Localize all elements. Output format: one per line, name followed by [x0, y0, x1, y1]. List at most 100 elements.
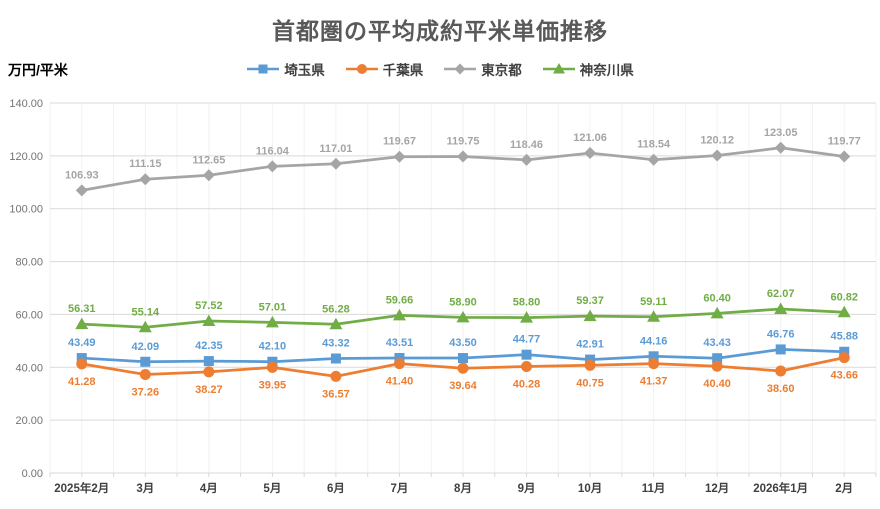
data-label-神奈川県: 58.90	[449, 296, 477, 308]
data-label-東京都: 106.93	[65, 169, 99, 181]
square-marker-icon	[247, 64, 280, 74]
triangle-marker-icon	[265, 315, 279, 328]
x-tick-label: 2025年2月	[54, 481, 109, 495]
y-tick-label: 120.00	[9, 151, 43, 163]
x-tick-label: 2026年1月	[753, 481, 808, 495]
triangle-marker-icon	[520, 311, 534, 323]
circle-marker-icon	[393, 358, 405, 370]
data-label-東京都: 123.05	[764, 127, 798, 139]
x-tick-label: 12月	[705, 482, 729, 495]
data-label-千葉県: 40.75	[576, 377, 604, 389]
data-label-埼玉県: 42.91	[576, 339, 604, 351]
triangle-marker-icon	[75, 317, 89, 330]
square-marker-icon	[267, 356, 278, 367]
diamond-marker-icon	[457, 150, 469, 163]
data-label-東京都: 118.54	[637, 139, 671, 151]
circle-marker-icon	[139, 369, 151, 381]
data-label-千葉県: 43.66	[830, 370, 858, 382]
square-marker-icon	[203, 356, 214, 367]
legend-label: 埼玉県	[284, 63, 325, 78]
x-tick-label: 6月	[327, 482, 345, 495]
data-label-神奈川県: 60.82	[830, 291, 858, 303]
triangle-marker-icon	[710, 306, 724, 319]
x-tick-label: 4月	[200, 482, 218, 495]
data-label-千葉県: 38.27	[195, 384, 223, 396]
data-label-神奈川県: 62.07	[767, 288, 795, 300]
data-label-埼玉県: 43.49	[68, 337, 96, 349]
data-label-埼玉県: 44.77	[513, 334, 541, 346]
data-label-東京都: 121.06	[573, 132, 607, 144]
triangle-marker-icon	[456, 310, 470, 323]
diamond-marker-icon	[75, 184, 88, 197]
data-label-埼玉県: 45.88	[830, 331, 858, 343]
data-label-神奈川県: 56.28	[322, 303, 350, 315]
legend-item-1: 千葉県	[345, 59, 423, 79]
y-axis-unit-label: 万円/平米	[8, 62, 68, 78]
circle-marker-icon	[521, 361, 533, 373]
legend-label: 神奈川県	[579, 63, 634, 78]
diamond-marker-icon	[329, 157, 342, 170]
diamond-marker-icon	[139, 173, 152, 186]
x-tick-label: 11月	[642, 482, 666, 495]
data-label-東京都: 117.01	[319, 143, 352, 155]
diamond-marker-icon	[444, 63, 477, 75]
x-tick-label: 3月	[136, 482, 154, 495]
x-tick-label: 5月	[263, 482, 281, 495]
square-marker-icon	[521, 349, 532, 360]
square-marker-icon	[458, 353, 468, 364]
circle-marker-icon	[345, 64, 378, 74]
circle-marker-icon	[203, 366, 215, 378]
legend-label: 東京都	[481, 63, 522, 78]
diamond-marker-icon	[393, 150, 406, 163]
data-label-東京都: 116.04	[256, 145, 290, 157]
data-label-埼玉県: 42.10	[259, 341, 287, 353]
data-label-埼玉県: 42.35	[195, 340, 223, 352]
square-marker-icon	[839, 346, 850, 357]
data-label-東京都: 119.75	[446, 136, 479, 148]
data-label-千葉県: 41.28	[68, 376, 96, 388]
circle-marker-icon	[648, 358, 660, 370]
triangle-marker-icon	[647, 310, 661, 322]
circle-marker-icon	[330, 370, 342, 382]
square-marker-icon	[648, 351, 659, 362]
circle-marker-icon	[457, 362, 469, 374]
data-label-神奈川県: 60.40	[703, 292, 731, 304]
data-label-神奈川県: 59.37	[576, 295, 604, 307]
data-label-埼玉県: 43.50	[449, 337, 477, 349]
square-marker-icon	[394, 353, 405, 364]
data-label-神奈川県: 58.80	[513, 297, 541, 309]
chart-title: 首都圏の平均成約平米単価推移	[272, 18, 608, 44]
circle-marker-icon	[266, 361, 278, 373]
data-label-千葉県: 39.64	[449, 380, 477, 392]
legend-item-3: 神奈川県	[542, 59, 634, 79]
y-tick-label: 20.00	[15, 415, 43, 427]
data-label-東京都: 120.12	[700, 135, 734, 147]
circle-marker-icon	[584, 359, 596, 371]
triangle-marker-icon	[329, 317, 343, 330]
y-tick-label: 80.00	[15, 257, 43, 269]
data-label-東京都: 118.46	[510, 139, 543, 151]
triangle-marker-icon	[552, 63, 565, 74]
data-label-神奈川県: 57.52	[195, 300, 223, 312]
data-label-埼玉県: 43.51	[386, 337, 414, 349]
data-label-神奈川県: 56.31	[68, 303, 96, 315]
data-label-千葉県: 40.28	[513, 379, 541, 391]
square-marker-icon	[712, 353, 723, 364]
square-marker-icon	[258, 64, 268, 74]
data-label-千葉県: 36.57	[322, 388, 350, 400]
y-tick-label: 140.00	[9, 98, 43, 110]
data-label-神奈川県: 59.11	[640, 296, 667, 308]
triangle-marker-icon	[774, 302, 788, 314]
data-label-千葉県: 38.60	[767, 383, 795, 395]
circle-marker-icon	[711, 360, 723, 372]
data-label-東京都: 119.67	[383, 136, 416, 148]
square-marker-icon	[76, 353, 87, 364]
triangle-marker-icon	[837, 305, 851, 318]
data-label-東京都: 112.65	[192, 154, 225, 166]
diamond-marker-icon	[711, 149, 724, 162]
diamond-marker-icon	[202, 169, 215, 182]
data-label-埼玉県: 43.43	[703, 337, 731, 349]
circle-marker-icon	[356, 64, 367, 74]
